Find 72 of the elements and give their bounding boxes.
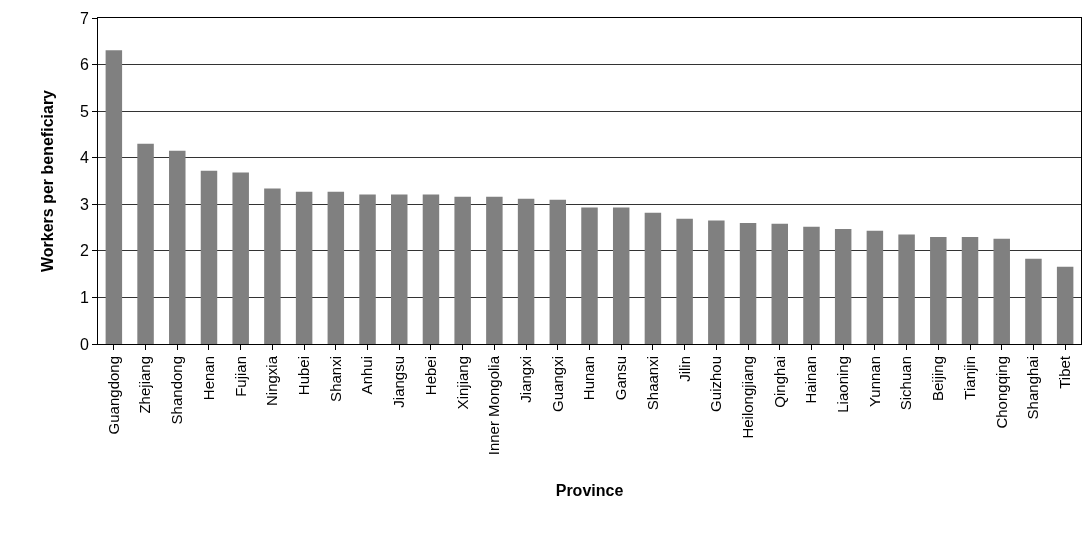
bar — [644, 212, 662, 344]
x-tick-label: Shaanxi — [643, 356, 661, 411]
x-tick-label: Guangxi — [548, 356, 566, 412]
y-tick-label: 1 — [79, 289, 89, 307]
bar — [454, 196, 471, 344]
bar — [295, 191, 313, 344]
x-tick-label: Sichuan — [897, 356, 915, 411]
x-tick-label: Heilongjiang — [738, 356, 756, 439]
x-tick-label: Xinjiang — [453, 356, 471, 410]
x-tick-label: Tianjin — [960, 356, 978, 400]
bar — [1056, 266, 1074, 344]
x-tick-label: Tibet — [1056, 355, 1074, 389]
bar — [549, 199, 567, 344]
bar — [898, 234, 915, 344]
x-tick-label: Guizhou — [707, 356, 725, 412]
x-tick-label: Jilin — [675, 356, 693, 382]
x-tick-label: Shanxi — [326, 356, 344, 402]
bar — [993, 238, 1010, 344]
x-tick-label: Gansu — [612, 356, 630, 401]
x-tick-label: Qinghai — [770, 356, 788, 408]
bar — [359, 194, 376, 344]
bar — [708, 220, 725, 344]
x-tick-label: Hubei — [294, 356, 312, 396]
y-tick-label: 2 — [79, 242, 89, 260]
bar — [961, 236, 979, 344]
bar — [169, 150, 186, 344]
x-tick-label: Guangdong — [104, 356, 122, 435]
x-axis-title: Province — [555, 481, 624, 499]
y-tick-label: 3 — [79, 195, 89, 213]
y-tick-label: 5 — [79, 102, 89, 120]
bar — [612, 207, 630, 344]
y-tick-label: 6 — [79, 56, 89, 74]
x-tick-label: Henan — [199, 356, 217, 401]
bar — [771, 223, 788, 344]
bar — [803, 226, 820, 344]
y-axis-title: Workers per beneficiary — [38, 89, 56, 273]
x-tick-label: Chongqing — [992, 356, 1010, 429]
x-tick-label: Liaoning — [834, 356, 852, 413]
bar — [930, 236, 947, 344]
bar — [486, 196, 503, 344]
x-tick-label: Zhejiang — [136, 356, 154, 414]
x-tick-label: Anhui — [358, 356, 376, 395]
bar — [739, 222, 757, 344]
bar — [517, 198, 535, 344]
bar — [105, 50, 123, 344]
bar — [232, 172, 249, 344]
bar — [264, 188, 281, 344]
y-tick-label: 4 — [79, 149, 89, 167]
x-tick-label: Ningxia — [263, 355, 281, 407]
bar — [327, 191, 345, 344]
bar — [676, 218, 693, 344]
y-tick-label: 0 — [79, 335, 89, 353]
bar — [581, 207, 598, 344]
y-tick-label: 7 — [79, 9, 89, 27]
x-tick-label: Jiangxi — [516, 356, 534, 403]
bar — [200, 170, 218, 344]
x-tick-label: Hainan — [802, 356, 820, 404]
bar — [422, 194, 440, 344]
bar — [866, 230, 884, 344]
x-tick-label: Jiangsu — [390, 356, 408, 408]
bar — [391, 194, 408, 344]
x-tick-label: Fujian — [231, 356, 249, 397]
x-tick-label: Yunnan — [865, 356, 883, 407]
bar — [137, 143, 154, 344]
x-tick-label: Hunan — [580, 356, 598, 401]
bar — [834, 228, 852, 344]
x-tick-label: Beijing — [929, 356, 947, 402]
bar — [1025, 258, 1042, 344]
x-tick-label: Shandong — [168, 356, 186, 425]
x-tick-label: Inner Mongolia — [485, 355, 503, 456]
x-tick-label: Hebei — [421, 356, 439, 396]
x-tick-label: Shanghai — [1024, 356, 1042, 420]
